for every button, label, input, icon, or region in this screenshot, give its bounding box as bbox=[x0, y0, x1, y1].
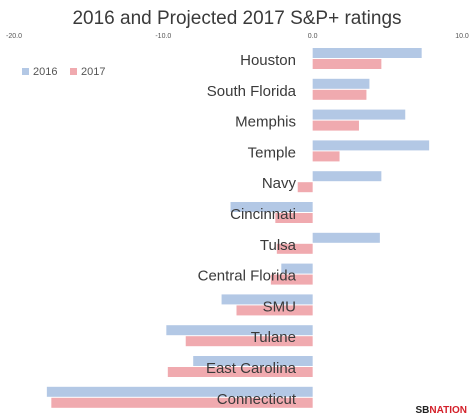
logo-nation: NATION bbox=[429, 405, 467, 416]
bar-2017 bbox=[270, 274, 313, 285]
bar-2016 bbox=[312, 48, 422, 58]
logo-sb: SB bbox=[416, 405, 430, 416]
bar-2016 bbox=[312, 109, 406, 120]
bar-2017 bbox=[312, 89, 367, 100]
bar-2017 bbox=[312, 151, 340, 162]
x-tick-label: 10.0 bbox=[455, 33, 469, 40]
legend-swatch bbox=[70, 68, 77, 75]
bars bbox=[46, 48, 430, 408]
bar-2016 bbox=[281, 263, 313, 274]
bar-2016 bbox=[230, 202, 313, 212]
category-label: Central Florida bbox=[198, 268, 297, 285]
category-label: Connecticut bbox=[217, 391, 297, 408]
bar-2017 bbox=[312, 59, 382, 69]
legend-label: 2017 bbox=[81, 66, 105, 78]
bar-2017 bbox=[275, 213, 313, 223]
chart-title: 2016 and Projected 2017 S&P+ ratings bbox=[72, 8, 401, 29]
bar-2016 bbox=[46, 386, 313, 397]
legend-label: 2016 bbox=[33, 66, 57, 78]
category-label: Cincinnati bbox=[230, 206, 296, 223]
bar-2016 bbox=[166, 325, 313, 336]
category-label: Tulsa bbox=[260, 237, 297, 254]
bar-2017 bbox=[297, 182, 313, 193]
bar-2016 bbox=[193, 356, 313, 366]
bar-2017 bbox=[312, 120, 359, 131]
legend: 2016 2017 bbox=[22, 66, 105, 78]
category-label: East Carolina bbox=[206, 360, 297, 377]
category-labels: Houston South Florida Memphis Temple Navy Cin… bbox=[198, 52, 297, 408]
sbnation-logo: SBNATION bbox=[416, 405, 468, 416]
category-label: Tulane bbox=[251, 329, 296, 346]
bar-2016 bbox=[312, 232, 380, 243]
bar-2017 bbox=[185, 336, 313, 347]
legend-swatch bbox=[22, 68, 29, 75]
bar-2016 bbox=[221, 294, 313, 305]
category-label: SMU bbox=[263, 298, 296, 315]
x-tick-label: 0.0 bbox=[308, 33, 318, 40]
category-label: Temple bbox=[248, 144, 296, 161]
category-label: Memphis bbox=[235, 114, 296, 131]
x-axis-ticks: -20.0 -10.0 0.0 10.0 bbox=[6, 33, 469, 40]
category-label: Navy bbox=[262, 175, 297, 192]
bar-2017 bbox=[236, 305, 313, 316]
bar-2017 bbox=[167, 367, 313, 377]
category-label: South Florida bbox=[207, 83, 297, 100]
bar-2016 bbox=[312, 171, 382, 182]
bar-2017 bbox=[51, 397, 313, 408]
x-tick-label: -20.0 bbox=[6, 33, 22, 40]
bar-2017 bbox=[276, 243, 313, 254]
bar-2016 bbox=[312, 140, 430, 151]
x-tick-label: -10.0 bbox=[155, 33, 171, 40]
bar-2016 bbox=[312, 78, 370, 89]
category-label: Houston bbox=[240, 52, 296, 69]
